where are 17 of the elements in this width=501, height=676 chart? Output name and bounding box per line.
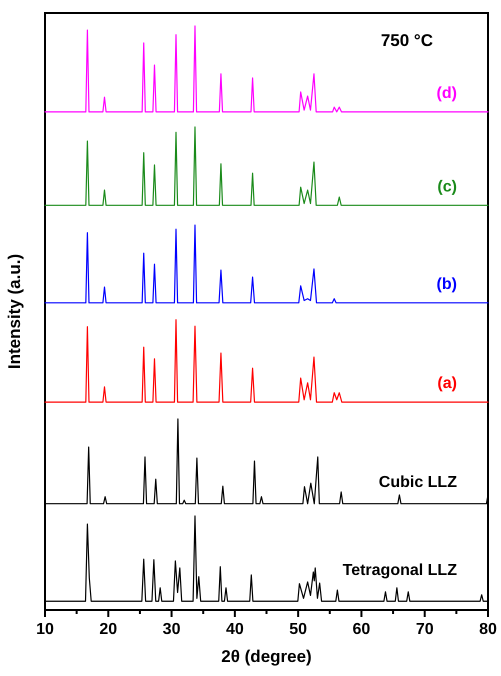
x-axis-title: 2θ (degree) xyxy=(221,647,312,666)
series-label: (b) xyxy=(436,276,457,293)
series-label: (c) xyxy=(437,178,457,196)
x-tick-label: 40 xyxy=(226,621,244,638)
x-tick-label: 70 xyxy=(416,621,434,638)
annotation: 750 °C xyxy=(380,31,433,50)
y-axis-title: Intensity (a.u.) xyxy=(5,254,24,370)
x-tick-label: 60 xyxy=(352,621,370,638)
series-label: (d) xyxy=(436,84,457,102)
series-label: Cubic LLZ xyxy=(378,474,458,491)
x-tick-label: 10 xyxy=(36,621,54,638)
series-label: (a) xyxy=(437,375,457,392)
x-tick-label: 30 xyxy=(162,621,181,638)
x-tick-label: 20 xyxy=(99,621,118,638)
x-tick-label: 50 xyxy=(289,621,308,638)
series-label: Tetragonal LLZ xyxy=(342,562,458,580)
x-tick-label: 80 xyxy=(479,621,497,638)
